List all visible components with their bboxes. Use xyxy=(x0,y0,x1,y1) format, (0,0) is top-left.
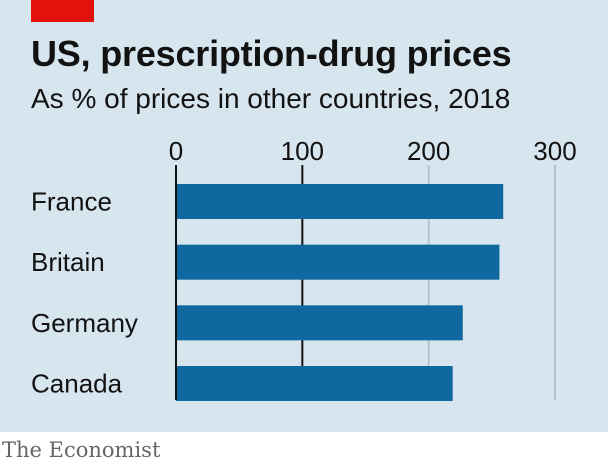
category-label-france: France xyxy=(31,187,112,217)
category-label-britain: Britain xyxy=(31,247,105,277)
bar-britain xyxy=(176,244,500,280)
bar-chart: 0 100 200 300 France Britain Germany Canada xyxy=(31,136,577,402)
category-label-germany: Germany xyxy=(31,308,138,338)
chart-title: US, prescription-drug prices xyxy=(31,33,512,74)
bar-germany xyxy=(176,305,463,341)
tick-label-100: 100 xyxy=(281,136,324,166)
tick-label-0: 0 xyxy=(169,136,183,166)
brand-red-tag xyxy=(31,0,94,22)
bar-canada xyxy=(176,366,453,402)
tick-label-200: 200 xyxy=(407,136,450,166)
bar-france xyxy=(176,184,504,219)
source-credit: The Economist xyxy=(2,438,161,462)
tick-label-300: 300 xyxy=(533,136,576,166)
category-label-canada: Canada xyxy=(31,369,123,399)
chart-subtitle: As % of prices in other countries, 2018 xyxy=(31,83,511,114)
